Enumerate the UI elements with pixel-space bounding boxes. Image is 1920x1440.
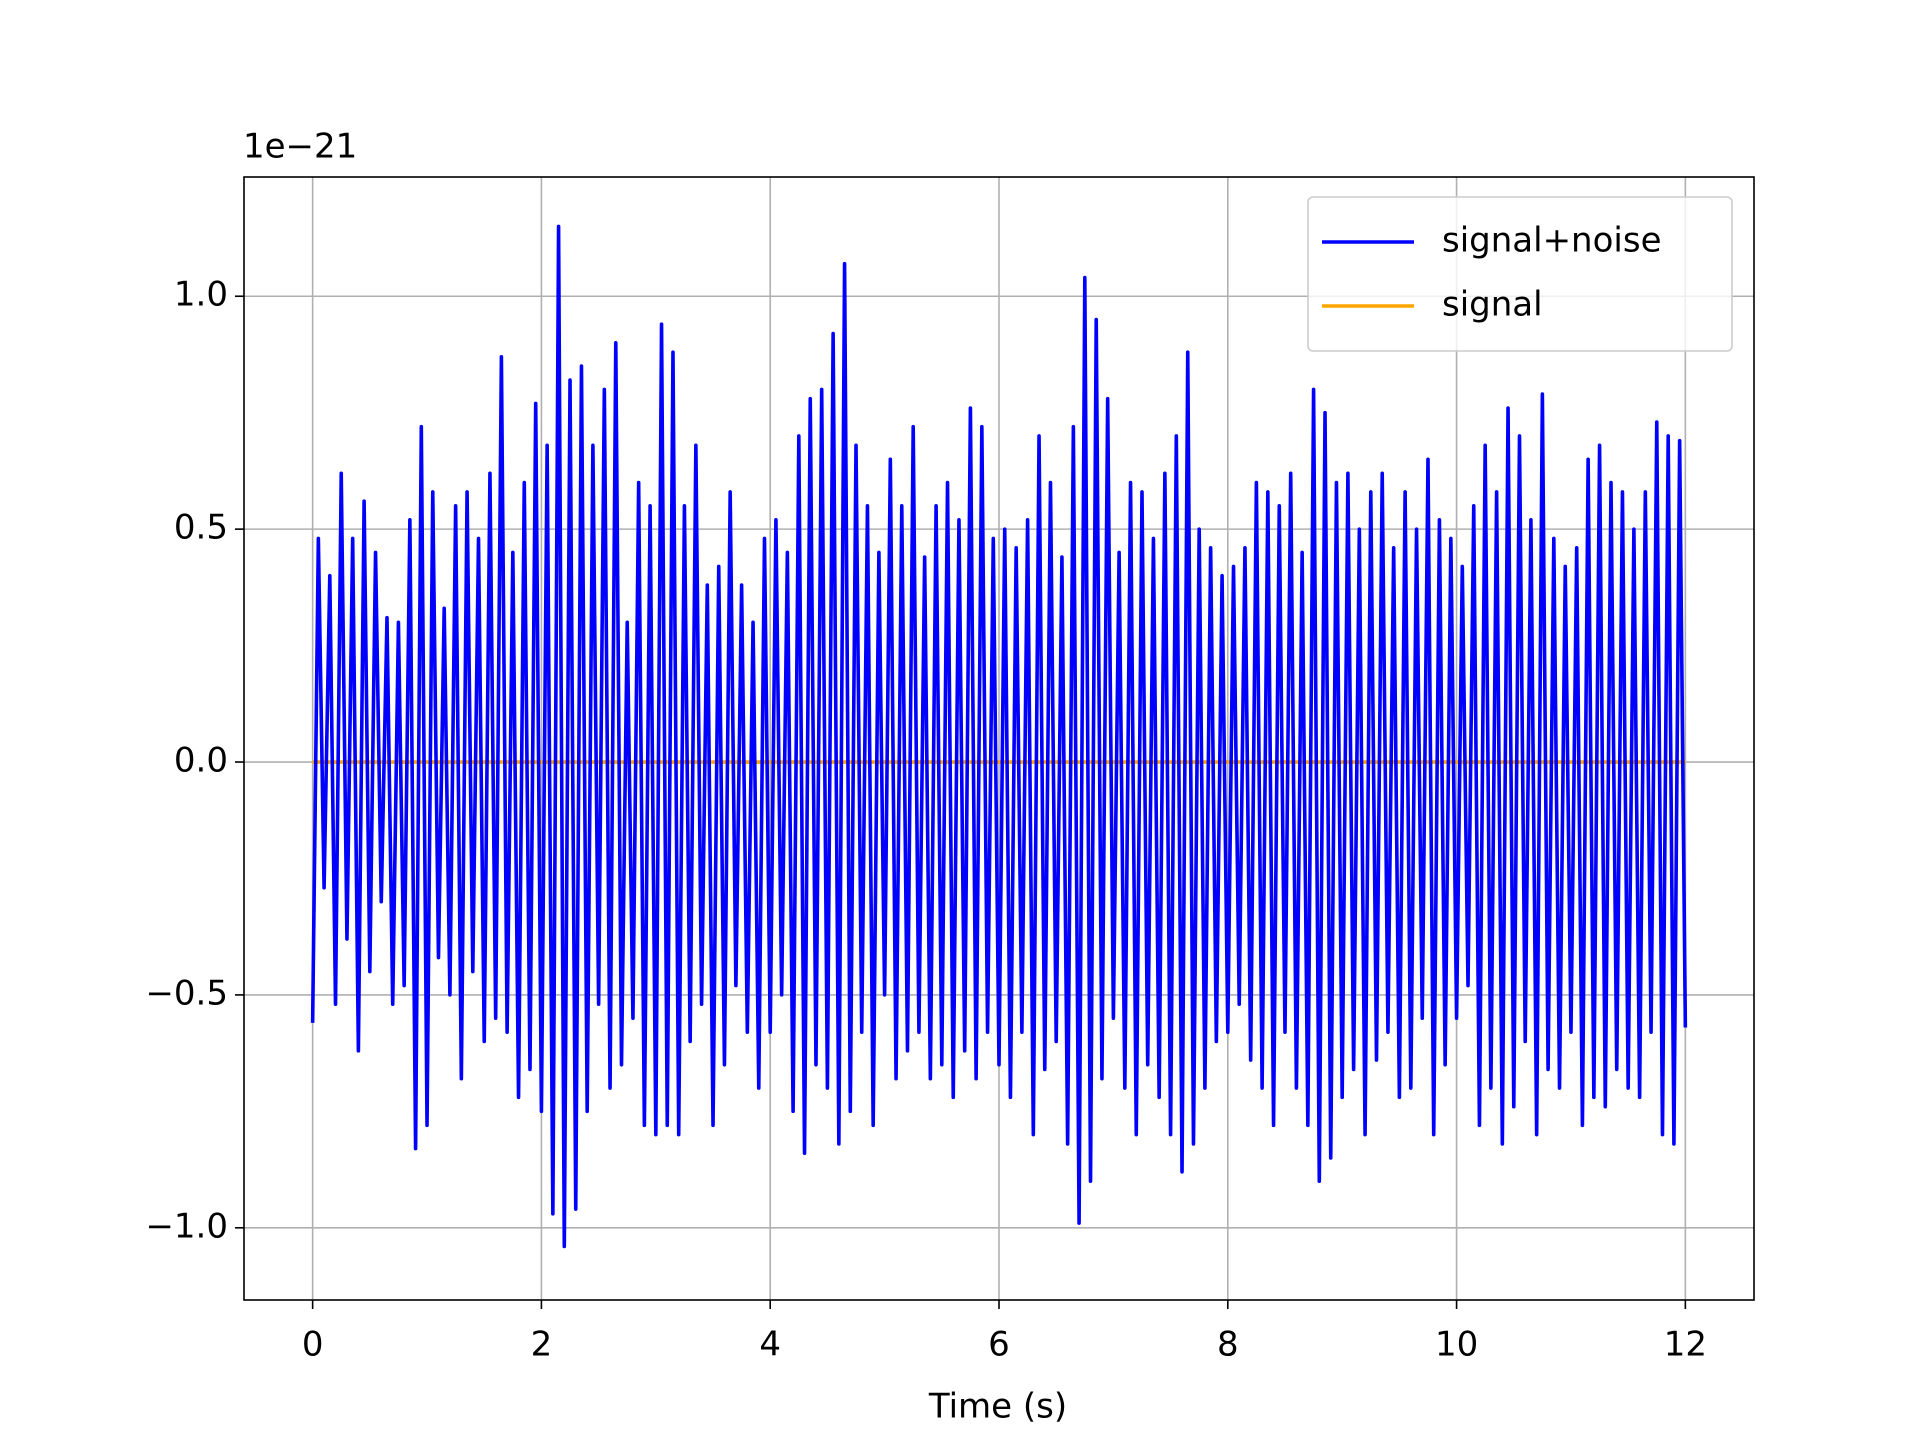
legend-label: signal [1442, 285, 1543, 325]
x-tick-label: 8 [1217, 1325, 1239, 1365]
y-tick-label: −0.5 [145, 973, 228, 1013]
y-tick-label: 0.5 [174, 508, 228, 548]
y-offset-label: 1e−21 [243, 127, 357, 167]
x-tick-label: 4 [759, 1325, 781, 1365]
y-tick-label: 0.0 [174, 741, 228, 781]
series-line [310, 224, 1688, 1249]
plot-area [310, 224, 1688, 1249]
legend-label: signal+noise [1442, 221, 1662, 261]
y-tick-label: −1.0 [145, 1206, 228, 1246]
x-tick-label: 0 [302, 1325, 324, 1365]
x-tick-label: 6 [988, 1325, 1010, 1365]
x-axis-label: Time (s) [928, 1387, 1067, 1427]
x-tick-label: 2 [531, 1325, 553, 1365]
legend-box [1307, 196, 1733, 352]
x-tick-label: 10 [1435, 1325, 1478, 1365]
x-tick-label: 12 [1664, 1325, 1707, 1365]
y-tick-label: 1.0 [174, 275, 228, 315]
legend: signal+noise signal [1307, 196, 1733, 352]
